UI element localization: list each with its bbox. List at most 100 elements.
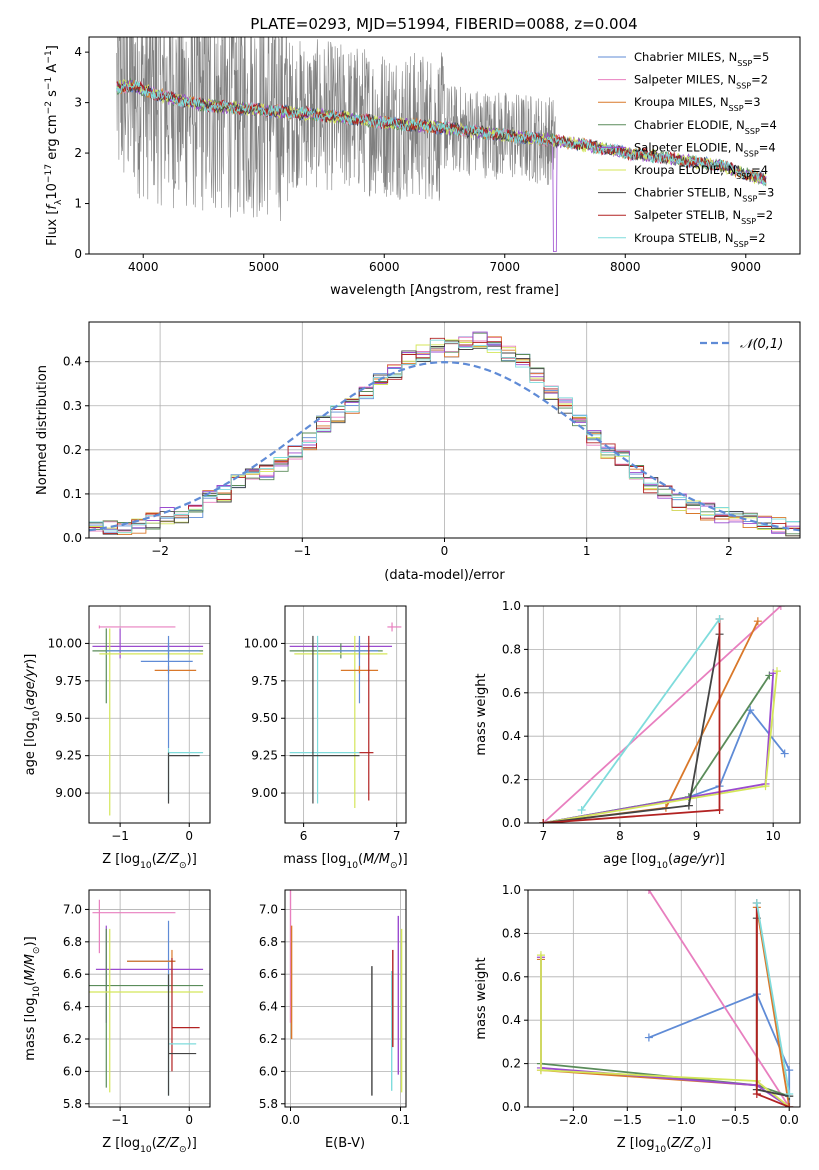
residuals-xlabel: (data-model)/error — [384, 568, 505, 583]
axes-frame — [284, 605, 407, 824]
x-tick-label: 9 — [693, 829, 701, 843]
y-tick-label: 0.2 — [502, 773, 521, 787]
x-tick-label: 0 — [441, 544, 449, 558]
y-tick-label: 9.75 — [251, 674, 278, 688]
x-tick-label: −0.5 — [721, 1113, 750, 1127]
mass-ebv-panel: 0.0 0.1 5.8 6.0 6.2 6.4 6.6 6.8 7.0 E(B-V) — [259, 889, 410, 1151]
x-tick-label: 0 — [185, 829, 193, 843]
residuals-panel: −2 −1 0 1 2 0.0 0.1 0.2 0.3 0.4 𝒩(0,1) (data-model)… — [35, 321, 801, 583]
age-mass-panel: 6 7 9.00 9.25 9.50 9.75 10.00 mass [log10(M/M⊙)… — [244, 605, 408, 871]
y-tick-label: 0.6 — [502, 970, 521, 984]
mass-weight-vs-metallicity-ylabel: mass weight — [474, 957, 489, 1039]
x-tick-label: −2.0 — [559, 1113, 588, 1127]
y-tick-label: 9.00 — [55, 786, 82, 800]
y-tick-label: 3 — [74, 96, 82, 110]
y-tick-label: 6.4 — [259, 1000, 278, 1014]
spectrum-legend: Chabrier MILES, NSSP=5 Salpeter MILES, NS… — [598, 50, 777, 248]
spectrum-panel: 4000 5000 6000 7000 8000 9000 0 1 2 3 4 wavelength … — [44, 36, 801, 298]
data-point — [752, 899, 761, 908]
y-tick-label: 10.00 — [244, 636, 278, 650]
x-tick-label: 6000 — [369, 260, 400, 274]
age-metallicity-panel: −1 0 9.00 9.25 9.50 9.75 10.00 Z [log10(Z/Z⊙)] a… — [23, 605, 211, 871]
y-tick-label: 0.6 — [502, 686, 521, 700]
y-tick-label: 6.8 — [63, 935, 82, 949]
y-tick-label: 9.75 — [55, 674, 82, 688]
legend-entry: Kroupa MILES, NSSP=3 — [634, 95, 761, 113]
spectrum-xlabel: wavelength [Angstrom, rest frame] — [330, 283, 559, 298]
mass-weight-vs-age-ylabel: mass weight — [474, 673, 489, 755]
mass-weight-vs-age-xlabel: age [log10(age/yr)] — [603, 852, 725, 871]
y-tick-label: 9.25 — [251, 749, 278, 763]
age-metallicity-ylabel: age [log10(age/yr)] — [23, 654, 42, 776]
y-tick-label: 0.0 — [502, 816, 521, 830]
x-tick-label: 8000 — [610, 260, 641, 274]
age-metallicity-plot-area — [92, 625, 204, 816]
data-point — [536, 951, 545, 960]
y-tick-label: 6.6 — [259, 967, 278, 981]
axes-frame — [527, 889, 801, 1108]
mass-metallicity-ylabel: mass [log10(M/M⊙)] — [23, 936, 42, 1060]
legend-entry: Kroupa ELODIE, NSSP=4 — [634, 163, 768, 181]
y-tick-label: 0.3 — [63, 399, 82, 413]
mass-weight-series — [755, 902, 791, 1095]
mass-weight-series — [648, 993, 791, 1107]
data-point — [715, 805, 724, 814]
x-tick-label: 0 — [185, 1113, 193, 1127]
y-tick-label: 2 — [74, 146, 82, 160]
y-tick-label: 9.50 — [55, 711, 82, 725]
x-tick-label: 5000 — [248, 260, 279, 274]
y-tick-label: 0.2 — [63, 443, 82, 457]
x-tick-label: 10 — [766, 829, 781, 843]
x-tick-label: −1 — [293, 544, 311, 558]
mass-ebv-xlabel: E(B-V) — [325, 1136, 365, 1151]
residuals-ylabel: Normed distribution — [35, 365, 50, 495]
y-tick-label: 5.8 — [259, 1097, 278, 1111]
legend-entry: Chabrier MILES, NSSP=5 — [634, 50, 769, 68]
mass-weight-series — [540, 957, 790, 1107]
mass-weight-vs-metallicity-panel: −2.0 −1.5 −1.0 −0.5 0.0 0.0 0.2 0.4 0.6 0.8 1.0 Z [… — [474, 883, 801, 1155]
x-tick-label: 0.0 — [281, 1113, 300, 1127]
y-tick-label: 1.0 — [502, 883, 521, 897]
x-tick-label: 8 — [616, 829, 624, 843]
mass-weight-series — [542, 606, 782, 823]
y-tick-label: 5.8 — [63, 1097, 82, 1111]
y-tick-label: 1 — [74, 197, 82, 211]
normal-curve — [89, 360, 800, 532]
age-metallicity-xlabel: Z [log10(Z/Z⊙)] — [102, 852, 197, 871]
mass-ebv-plot-area — [289, 890, 403, 1096]
x-tick-label: 7 — [540, 829, 548, 843]
mass-weight-vs-age-plot-area — [539, 606, 789, 823]
x-tick-label: 7 — [393, 829, 401, 843]
y-tick-label: 6.0 — [259, 1064, 278, 1078]
axes-frame — [527, 605, 801, 824]
data-point — [539, 819, 548, 823]
mass-weight-series — [543, 674, 771, 823]
y-tick-label: 9.00 — [251, 786, 278, 800]
axes-frame — [88, 605, 211, 824]
y-tick-label: 1.0 — [502, 599, 521, 613]
x-tick-label: 0.0 — [780, 1113, 799, 1127]
y-tick-label: 0.4 — [502, 1013, 521, 1027]
x-tick-label: −1 — [111, 829, 129, 843]
mass-weight-series — [580, 618, 721, 811]
x-tick-label: −1 — [111, 1113, 129, 1127]
y-tick-label: 9.50 — [251, 711, 278, 725]
y-tick-label: 6.2 — [63, 1032, 82, 1046]
data-point — [715, 615, 724, 624]
data-point — [752, 1089, 761, 1098]
data-point — [746, 706, 755, 715]
axes-frame — [88, 889, 211, 1108]
x-tick-label: 7000 — [489, 260, 520, 274]
mass-weight-series — [543, 673, 775, 823]
x-tick-label: 0.1 — [391, 1113, 410, 1127]
y-tick-label: 0.8 — [502, 642, 521, 656]
x-tick-label: −1.0 — [667, 1113, 696, 1127]
y-tick-label: 0.4 — [502, 729, 521, 743]
data-point — [780, 749, 789, 758]
age-mass-xlabel: mass [log10(M/M⊙)] — [283, 852, 407, 871]
mass-weight-vs-age-panel: 7 8 9 10 0.0 0.2 0.4 0.6 0.8 1.0 age [log10(age/yr… — [474, 599, 801, 871]
figure-title: PLATE=0293, MJD=51994, FIBERID=0088, z=0… — [250, 15, 637, 33]
data-point — [785, 1089, 794, 1098]
data-point — [785, 1066, 794, 1075]
